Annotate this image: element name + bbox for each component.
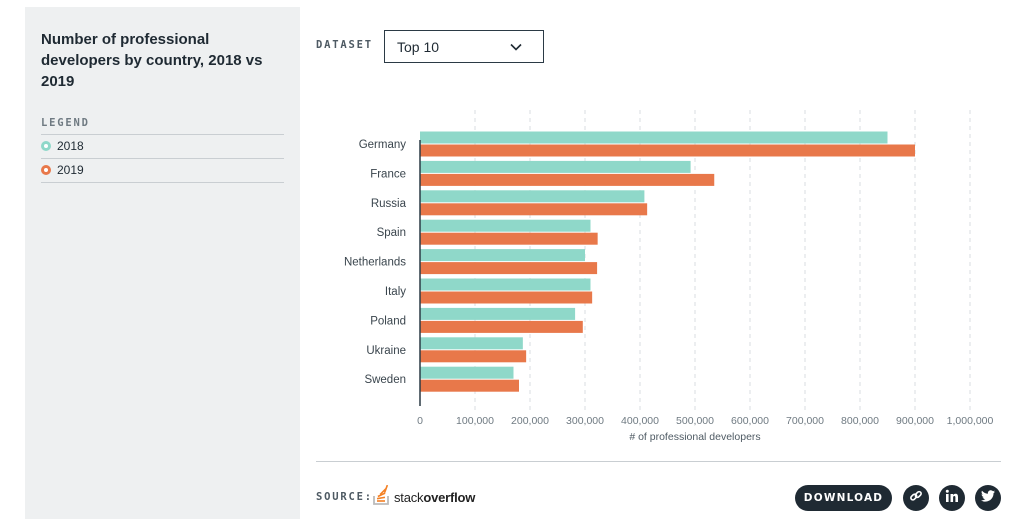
bar-2018 [420,337,523,350]
chart-title: Number of professional developers by cou… [41,31,263,90]
bar-2019 [420,262,598,275]
category-label: Netherlands [344,257,406,269]
bar-2018 [420,131,888,144]
link-icon [909,489,923,508]
twitter-icon [981,489,995,507]
legend-item-2018[interactable]: 2018 [41,135,84,157]
x-tick-label: 900,000 [896,415,934,427]
bar-chart: 0 100,000 200,000 300,000 400,000 500,000 600,… [344,110,994,443]
x-tick-label: 1,000,000 [947,415,994,427]
source-label: SOURCE: [316,491,373,503]
bar-2019 [420,350,527,363]
bar-2018 [420,278,591,291]
legend-divider [41,182,284,183]
stackoverflow-icon [373,484,391,510]
bar-2019 [420,173,715,186]
x-tick-label: 300,000 [566,415,604,427]
bar-2018 [420,307,576,320]
x-tick-label: 500,000 [676,415,714,427]
bar-2018 [420,219,591,232]
x-axis-label: # of professional developers [629,431,760,443]
x-tick-label: 400,000 [621,415,659,427]
chevron-down-icon [509,40,523,57]
category-label: Germany [359,139,407,151]
share-twitter-button[interactable] [975,485,1001,511]
bar-2018 [420,190,645,203]
legend-divider [41,134,284,135]
dataset-label: DATASET [316,39,373,51]
category-label: Italy [385,286,406,298]
legend-item-2019[interactable]: 2019 [41,159,84,181]
category-label: France [370,168,406,180]
stackoverflow-logo[interactable]: stackoverflow [373,484,476,510]
stackoverflow-wordmark: stackoverflow [394,490,476,505]
bar-2019 [420,291,593,304]
bar-2018 [420,249,585,262]
x-tick-label: 100,000 [456,415,494,427]
share-linkedin-button[interactable] [939,485,965,511]
legend-divider [41,158,284,159]
category-label: Sweden [364,374,406,386]
legend-heading: LEGEND [41,117,90,129]
legend-dot-2019-icon [41,165,51,175]
dataset-select[interactable]: Top 10 [384,30,544,63]
bar-2019 [420,320,583,333]
footer-divider [316,461,1001,462]
x-tick-label: 0 [417,415,423,427]
bar-2019 [420,232,598,245]
x-tick-label: 200,000 [511,415,549,427]
chart-sidebar: Number of professional developers by cou… [25,7,300,519]
bar-2018 [420,160,691,173]
legend-label-2019: 2019 [57,163,84,177]
bar-2019 [420,379,519,392]
category-label: Poland [370,315,406,327]
x-tick-label: 600,000 [731,415,769,427]
x-tick-label: 700,000 [786,415,824,427]
download-button[interactable]: DOWNLOAD [795,485,892,511]
bar-2019 [420,203,648,216]
category-label: Ukraine [366,345,406,357]
linkedin-icon [945,489,959,508]
category-label: Russia [371,198,407,210]
dataset-selected-value: Top 10 [397,38,440,55]
legend-dot-2018-icon [41,141,51,151]
legend-label-2018: 2018 [57,139,84,153]
copy-link-button[interactable] [903,485,929,511]
bar-2018 [420,366,514,379]
bar-2019 [420,144,915,157]
category-label: Spain [377,227,406,239]
x-tick-label: 800,000 [841,415,879,427]
